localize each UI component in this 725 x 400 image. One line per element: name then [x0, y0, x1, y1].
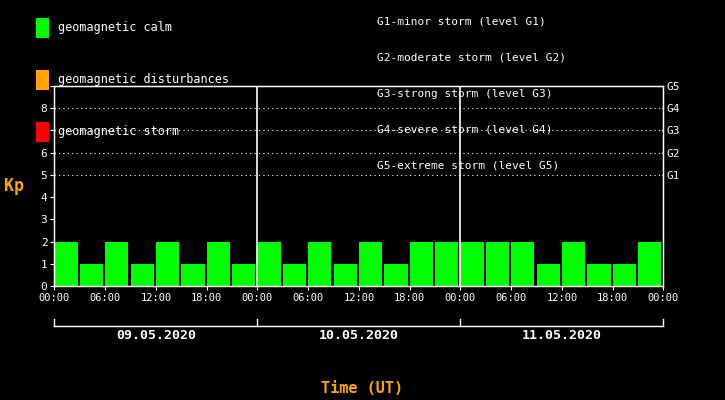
- Bar: [410, 242, 433, 286]
- Text: geomagnetic disturbances: geomagnetic disturbances: [58, 74, 228, 86]
- Bar: [207, 242, 230, 286]
- Bar: [359, 242, 382, 286]
- Bar: [638, 242, 661, 286]
- Bar: [460, 242, 484, 286]
- Bar: [334, 264, 357, 286]
- Bar: [587, 264, 610, 286]
- Bar: [181, 264, 204, 286]
- Bar: [486, 242, 509, 286]
- Bar: [130, 264, 154, 286]
- Text: geomagnetic storm: geomagnetic storm: [58, 126, 179, 138]
- Bar: [613, 264, 636, 286]
- Bar: [80, 264, 103, 286]
- Bar: [156, 242, 179, 286]
- Text: G4-severe storm (level G4): G4-severe storm (level G4): [377, 125, 552, 135]
- Bar: [308, 242, 331, 286]
- Bar: [54, 242, 78, 286]
- Text: 09.05.2020: 09.05.2020: [116, 329, 196, 342]
- Text: Time (UT): Time (UT): [321, 381, 404, 396]
- Text: Kp: Kp: [4, 177, 25, 195]
- Bar: [511, 242, 534, 286]
- Text: geomagnetic calm: geomagnetic calm: [58, 22, 172, 34]
- Text: G2-moderate storm (level G2): G2-moderate storm (level G2): [377, 53, 566, 63]
- Text: G1-minor storm (level G1): G1-minor storm (level G1): [377, 17, 546, 27]
- Bar: [384, 264, 407, 286]
- Bar: [105, 242, 128, 286]
- Bar: [232, 264, 255, 286]
- Bar: [536, 264, 560, 286]
- Bar: [435, 242, 458, 286]
- Text: G5-extreme storm (level G5): G5-extreme storm (level G5): [377, 161, 559, 171]
- Bar: [562, 242, 585, 286]
- Text: 10.05.2020: 10.05.2020: [319, 329, 399, 342]
- Bar: [283, 264, 306, 286]
- Text: 11.05.2020: 11.05.2020: [522, 329, 602, 342]
- Bar: [257, 242, 281, 286]
- Text: G3-strong storm (level G3): G3-strong storm (level G3): [377, 89, 552, 99]
